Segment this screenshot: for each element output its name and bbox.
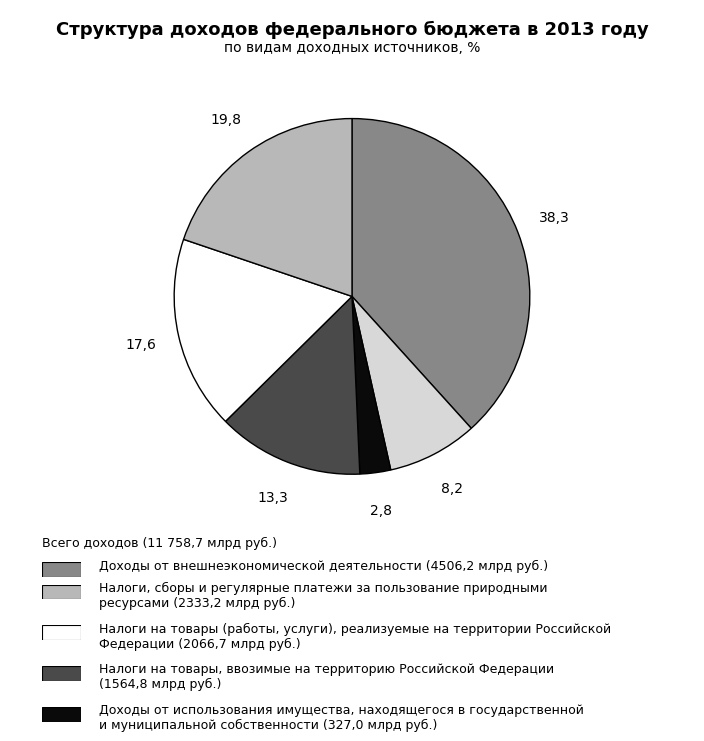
Wedge shape (352, 119, 530, 428)
Text: Всего доходов (11 758,7 млрд руб.): Всего доходов (11 758,7 млрд руб.) (42, 537, 277, 551)
Text: Доходы от внешнеэкономической деятельности (4506,2 млрд руб.): Доходы от внешнеэкономической деятельнос… (99, 559, 548, 573)
Text: Налоги на товары (работы, услуги), реализуемые на территории Российской
Федераци: Налоги на товары (работы, услуги), реали… (99, 622, 610, 651)
Text: Налоги на товары, ввозимые на территорию Российской Федерации
(1564,8 млрд руб.): Налоги на товары, ввозимые на территорию… (99, 663, 553, 691)
Text: Структура доходов федерального бюджета в 2013 году: Структура доходов федерального бюджета в… (56, 21, 648, 39)
Text: 2,8: 2,8 (370, 505, 391, 519)
Wedge shape (352, 296, 391, 474)
Text: 17,6: 17,6 (125, 338, 156, 352)
Text: 8,2: 8,2 (441, 482, 463, 496)
Text: 13,3: 13,3 (258, 491, 288, 505)
Text: по видам доходных источников, %: по видам доходных источников, % (224, 41, 480, 55)
Wedge shape (174, 239, 352, 422)
Wedge shape (184, 119, 352, 296)
Text: Доходы от использования имущества, находящегося в государственной
и муниципально: Доходы от использования имущества, наход… (99, 704, 584, 732)
Text: 38,3: 38,3 (539, 211, 570, 225)
Wedge shape (225, 296, 360, 474)
Text: Налоги, сборы и регулярные платежи за пользование природными
ресурсами (2333,2 м: Налоги, сборы и регулярные платежи за по… (99, 582, 547, 610)
Text: 19,8: 19,8 (210, 113, 241, 127)
Wedge shape (352, 296, 471, 470)
